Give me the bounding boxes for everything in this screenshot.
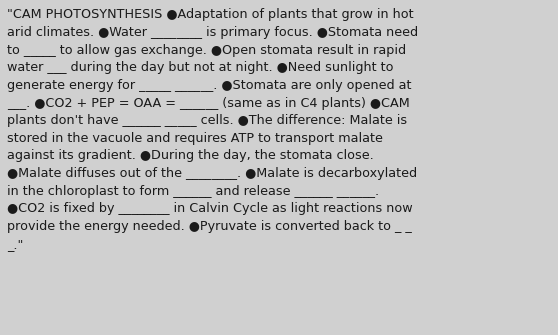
Text: ●Malate diffuses out of the ________. ●Malate is decarboxylated: ●Malate diffuses out of the ________. ●M… [7, 167, 417, 180]
Text: stored in the vacuole and requires ATP to transport malate: stored in the vacuole and requires ATP t… [7, 132, 383, 145]
Text: water ___ during the day but not at night. ●Need sunlight to: water ___ during the day but not at nigh… [7, 61, 393, 74]
Text: ___. ●CO2 + PEP = OAA = ______ (same as in C4 plants) ●CAM: ___. ●CO2 + PEP = OAA = ______ (same as … [7, 96, 410, 110]
Text: in the chloroplast to form ______ and release ______ ______.: in the chloroplast to form ______ and re… [7, 185, 379, 198]
Text: arid climates. ●Water ________ is primary focus. ●Stomata need: arid climates. ●Water ________ is primar… [7, 26, 418, 39]
Text: plants don't have ______ _____ cells. ●The difference: Malate is: plants don't have ______ _____ cells. ●T… [7, 114, 407, 127]
Text: "CAM PHOTOSYNTHESIS ●Adaptation of plants that grow in hot: "CAM PHOTOSYNTHESIS ●Adaptation of plant… [7, 8, 413, 21]
Text: generate energy for _____ ______. ●Stomata are only opened at: generate energy for _____ ______. ●Stoma… [7, 79, 411, 92]
Text: provide the energy needed. ●Pyruvate is converted back to _ _: provide the energy needed. ●Pyruvate is … [7, 220, 411, 233]
Text: ●CO2 is fixed by ________ in Calvin Cycle as light reactions now: ●CO2 is fixed by ________ in Calvin Cycl… [7, 202, 412, 215]
Text: _.": _." [7, 238, 23, 251]
Text: against its gradient. ●During the day, the stomata close.: against its gradient. ●During the day, t… [7, 149, 373, 162]
Text: to _____ to allow gas exchange. ●Open stomata result in rapid: to _____ to allow gas exchange. ●Open st… [7, 44, 406, 57]
